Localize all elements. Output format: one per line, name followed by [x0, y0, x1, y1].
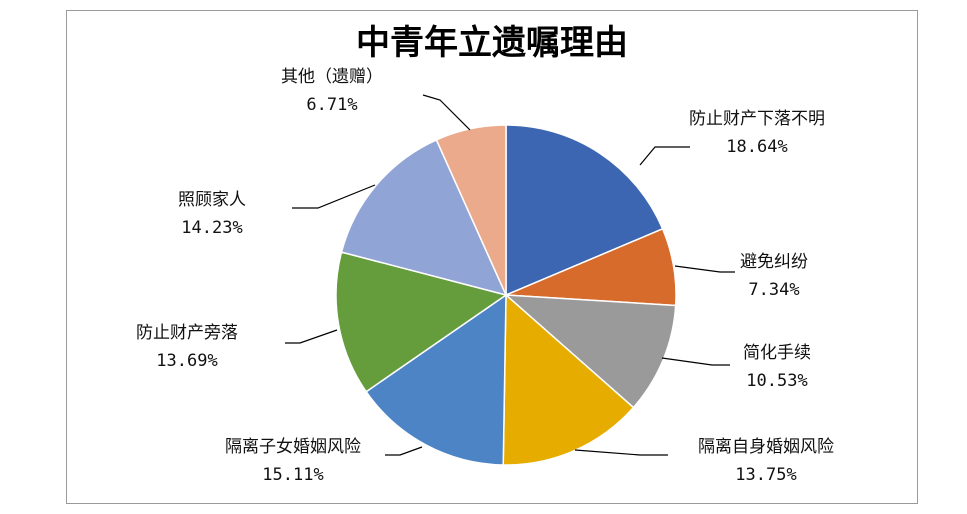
slice-label: 其他（遗赠） — [281, 67, 383, 87]
slice-label: 隔离子女婚姻风险 — [225, 437, 361, 457]
slice-label: 照顾家人 — [178, 190, 246, 210]
pie-slice — [503, 294, 677, 409]
leader-line — [674, 265, 735, 273]
slice-value-label: 7.34% — [748, 280, 799, 300]
chart-title: 中青年立遗嘱理由 — [356, 23, 628, 63]
slice-value-label: 13.75% — [735, 465, 796, 485]
slice-label: 隔离自身婚姻风险 — [698, 437, 834, 457]
slice-label: 防止财产下落不明 — [689, 109, 825, 129]
leader-line — [292, 184, 376, 209]
leader-line — [661, 357, 730, 366]
pie-slice — [335, 251, 508, 393]
leader-line — [285, 329, 338, 344]
leader-line — [385, 446, 423, 456]
slice-value-label: 10.53% — [746, 371, 807, 391]
slice-value-label: 13.69% — [156, 351, 217, 371]
slice-value-label: 6.71% — [306, 95, 357, 115]
pie-slice — [340, 138, 508, 297]
leader-line — [422, 94, 471, 131]
slice-label: 防止财产旁落 — [136, 323, 238, 343]
slice-value-label: 15.11% — [262, 465, 323, 485]
leader-line — [639, 146, 690, 166]
pie-slice — [365, 293, 507, 466]
pie-slice — [505, 124, 664, 297]
pie-slice — [502, 293, 635, 466]
leader-line — [574, 449, 668, 456]
slice-label: 简化手续 — [743, 343, 811, 363]
slice-label: 避免纠纷 — [740, 252, 808, 272]
slice-value-label: 14.23% — [181, 218, 242, 238]
pie-slice — [435, 124, 507, 296]
slice-value-label: 18.64% — [726, 137, 787, 157]
